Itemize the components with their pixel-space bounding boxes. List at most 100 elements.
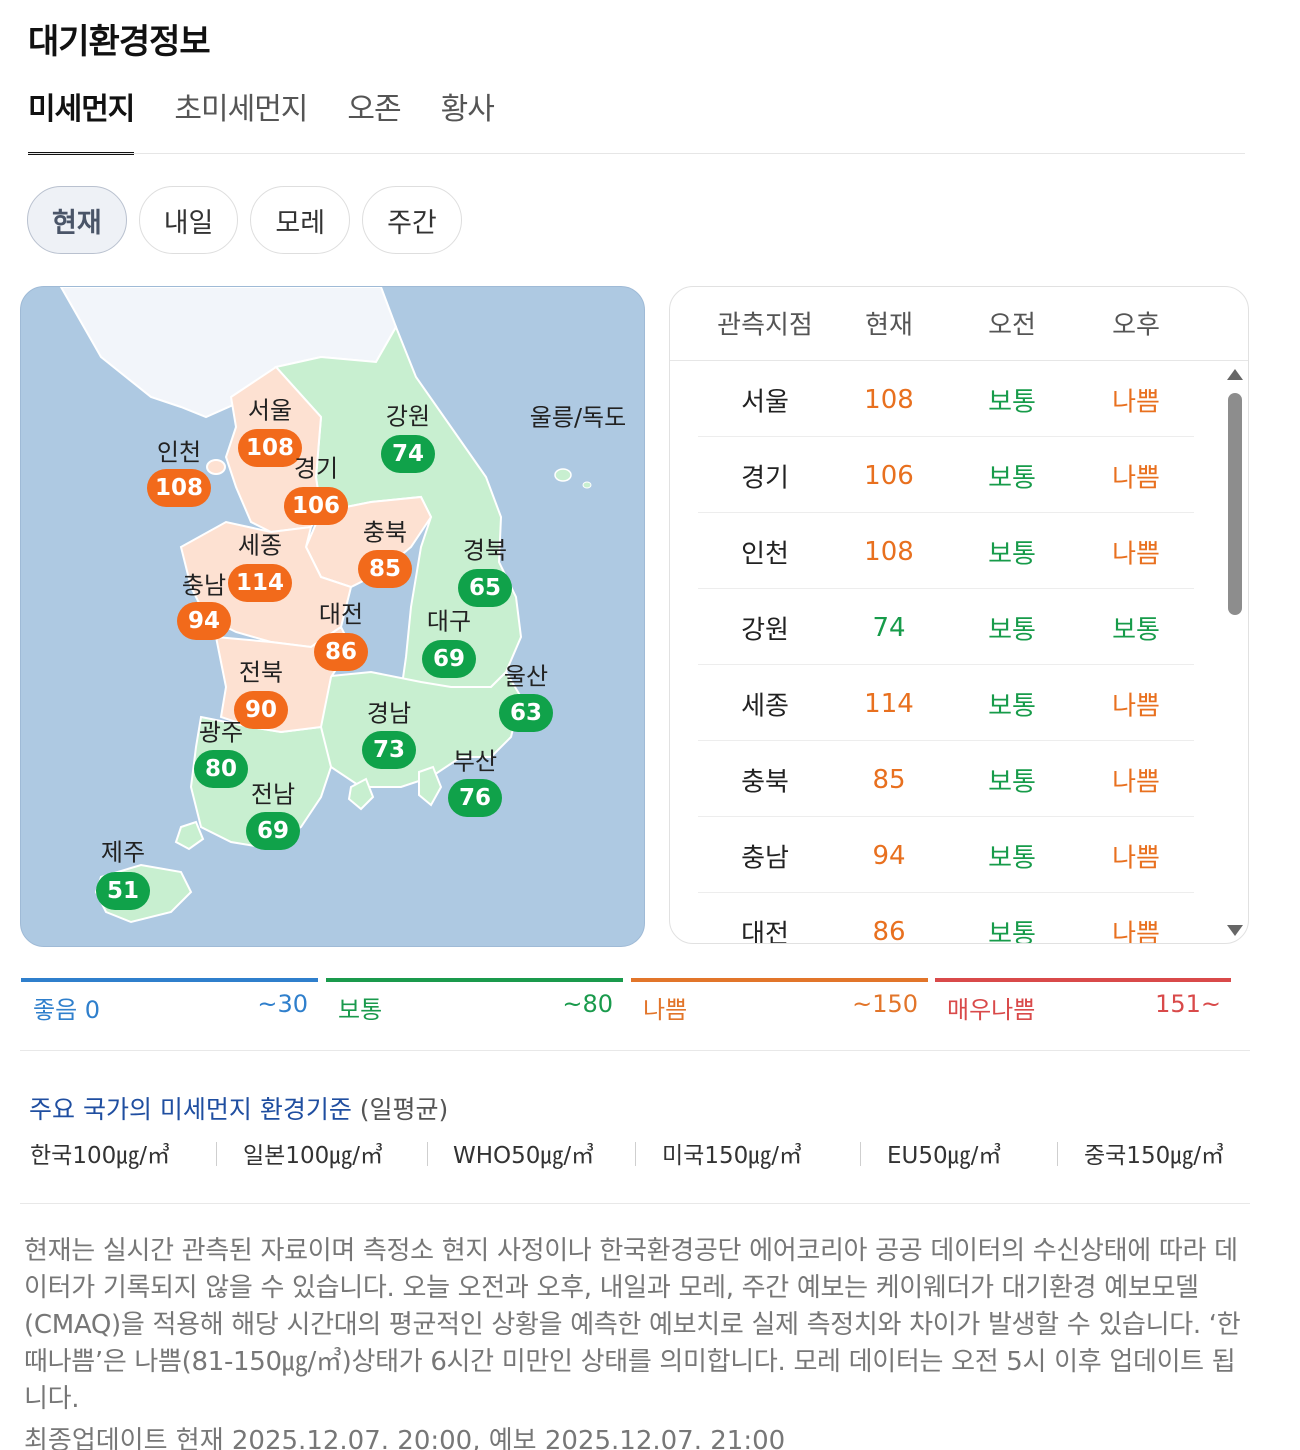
legend-very-bad: 매우나쁨 151~: [935, 978, 1231, 1024]
map-badge-gyeongbuk[interactable]: 65: [458, 569, 512, 607]
table-row[interactable]: 경기 106 보통 나쁨: [698, 437, 1194, 513]
legend-normal: 보통 ~80: [326, 978, 623, 1024]
map-badge-gangwon[interactable]: 74: [381, 435, 435, 473]
time-filter-group: 현재 내일 모레 주간: [27, 186, 462, 254]
map-badge-gwangju[interactable]: 80: [194, 750, 248, 788]
map-label-gyeonggi: 경기: [293, 454, 339, 483]
map-badge-jeonnam[interactable]: 69: [246, 812, 300, 850]
standard-item: 미국150㎍/㎥: [662, 1143, 802, 1169]
header-now: 현재: [865, 310, 913, 341]
cell-now: 108: [864, 385, 914, 415]
map-label-ulleung-dokdo: 울릉/독도: [529, 403, 627, 432]
cell-pm: 나쁨: [1112, 919, 1160, 944]
legend-bad: 나쁨 ~150: [631, 978, 928, 1024]
standard-separator: [1057, 1142, 1058, 1166]
cell-am: 보통: [988, 463, 1036, 494]
map-badge-gyeonggi[interactable]: 106: [283, 487, 349, 525]
map-label-chungnam: 충남: [181, 571, 227, 600]
map-badge-chungnam[interactable]: 94: [177, 602, 231, 640]
cell-am: 보통: [988, 539, 1036, 570]
filter-day-after-button[interactable]: 모레: [250, 186, 351, 254]
map-badge-jeonbuk[interactable]: 90: [234, 691, 288, 729]
standards-title: 주요 국가의 미세먼지 환경기준 (일평균): [29, 1090, 448, 1126]
tab-ozone[interactable]: 오존: [347, 92, 401, 127]
station-table: 관측지점 현재 오전 오후 서울 108 보통 나쁨 경기 106 보통 나쁨 인천 108 보통 나…: [669, 286, 1249, 944]
cell-now: 86: [872, 917, 906, 944]
map-badge-sejong[interactable]: 114: [227, 564, 293, 602]
pollution-legend: 좋음 0 ~30 보통 ~80 나쁨 ~150 매우나쁨 151~: [21, 978, 1231, 1024]
map-label-gyeongbuk: 경북: [462, 536, 508, 565]
standard-separator: [860, 1142, 861, 1166]
table-body[interactable]: 서울 108 보통 나쁨 경기 106 보통 나쁨 인천 108 보통 나쁨 강원 74 보통 보통 세종 114…: [698, 361, 1194, 944]
table-row[interactable]: 충남 94 보통 나쁨: [698, 817, 1194, 893]
map-badge-daejeon[interactable]: 86: [314, 633, 368, 671]
filter-now-button[interactable]: 현재: [27, 186, 127, 254]
header-station: 관측지점: [717, 310, 813, 341]
table-row[interactable]: 서울 108 보통 나쁨: [698, 361, 1194, 437]
map-label-sejong: 세종: [237, 531, 283, 560]
cell-now: 114: [864, 689, 914, 719]
section-divider: [20, 1050, 1250, 1051]
map-label-seoul: 서울: [247, 396, 293, 425]
cell-am: 보통: [988, 843, 1036, 874]
cell-now: 74: [872, 613, 906, 643]
scrollbar-thumb[interactable]: [1228, 393, 1242, 615]
legend-good-label: 좋음 0: [33, 996, 101, 1024]
page-title: 대기환경정보: [28, 22, 211, 62]
map-label-daegu: 대구: [426, 607, 472, 636]
legend-normal-max: ~80: [562, 990, 613, 1018]
cell-pm: 나쁨: [1112, 843, 1160, 874]
map-badge-seoul[interactable]: 108: [237, 429, 303, 467]
cell-station: 강원: [741, 615, 789, 646]
map-label-jeonnam: 전남: [250, 780, 296, 809]
map-badge-ulsan[interactable]: 63: [499, 694, 553, 732]
region-map: 서울 108 인천 108 경기 106 강원 74 울릉/독도 세종 114 …: [20, 286, 645, 947]
map-badge-gyeongnam[interactable]: 73: [362, 731, 416, 769]
map-label-ulsan: 울산: [503, 662, 549, 691]
header-pm: 오후: [1112, 310, 1160, 341]
cell-station: 인천: [741, 539, 789, 570]
cell-station: 세종: [741, 691, 789, 722]
standards-subtitle: (일평균): [359, 1095, 449, 1124]
map-label-busan: 부산: [452, 747, 498, 776]
cell-now: 85: [872, 765, 906, 795]
cell-station: 충남: [741, 843, 789, 874]
standards-list: 한국100㎍/㎥ 일본100㎍/㎥ WHO50㎍/㎥ 미국150㎍/㎥ EU50…: [30, 1136, 1245, 1170]
standard-item: WHO50㎍/㎥: [453, 1143, 595, 1169]
filter-tomorrow-button[interactable]: 내일: [138, 186, 239, 254]
cell-pm: 나쁨: [1112, 387, 1160, 418]
map-label-gyeongnam: 경남: [366, 699, 412, 728]
standard-separator: [216, 1142, 217, 1166]
cell-now: 108: [864, 537, 914, 567]
cell-pm: 나쁨: [1112, 691, 1160, 722]
tab-pm10[interactable]: 미세먼지: [28, 84, 135, 155]
map-label-chungbuk: 충북: [362, 518, 408, 547]
tab-yellow-dust[interactable]: 황사: [440, 92, 495, 127]
table-row[interactable]: 인천 108 보통 나쁨: [698, 513, 1194, 589]
table-row[interactable]: 세종 114 보통 나쁨: [698, 665, 1194, 741]
table-row[interactable]: 강원 74 보통 보통: [698, 589, 1194, 665]
table-row[interactable]: 충북 85 보통 나쁨: [698, 741, 1194, 817]
standard-item: 중국150㎍/㎥: [1084, 1143, 1224, 1169]
tabs-divider: [28, 153, 1245, 154]
scroll-down-icon[interactable]: [1227, 925, 1243, 936]
table-header: 관측지점 현재 오전 오후: [670, 287, 1248, 361]
legend-very-bad-label: 매우나쁨: [947, 996, 1036, 1024]
filter-weekly-button[interactable]: 주간: [362, 186, 462, 254]
standard-separator: [635, 1142, 636, 1166]
tab-pm25[interactable]: 초미세먼지: [174, 92, 308, 127]
cell-am: 보통: [988, 387, 1036, 418]
header-am: 오전: [988, 310, 1036, 341]
legend-normal-label: 보통: [338, 996, 383, 1024]
map-badge-incheon[interactable]: 108: [146, 469, 212, 507]
map-badge-busan[interactable]: 76: [448, 779, 502, 817]
map-badge-jeju[interactable]: 51: [96, 872, 150, 910]
scroll-up-icon[interactable]: [1227, 369, 1243, 380]
map-badge-chungbuk[interactable]: 85: [358, 550, 412, 588]
cell-station: 대전: [741, 919, 789, 944]
map-label-jeonbuk: 전북: [238, 658, 284, 687]
table-row[interactable]: 대전 86 보통 나쁨: [698, 893, 1194, 944]
last-updated: 최종업데이트 현재 2025.12.07. 20:00, 예보 2025.12.…: [24, 1426, 786, 1450]
map-badge-daegu[interactable]: 69: [422, 640, 476, 678]
cell-am: 보통: [988, 767, 1036, 798]
